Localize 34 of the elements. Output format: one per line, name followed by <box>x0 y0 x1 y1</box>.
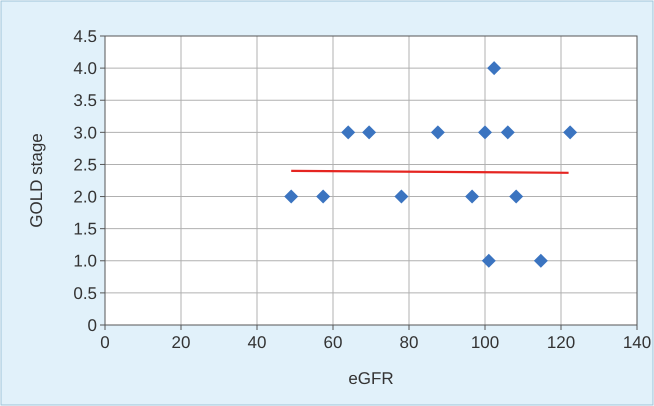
y-tick-label: 2.0 <box>73 188 97 207</box>
x-tick-label: 40 <box>248 333 266 352</box>
point <box>500 125 515 140</box>
x-tick-label: 0 <box>100 333 110 352</box>
x-tick-label: 100 <box>470 333 500 352</box>
x-tick-label: 80 <box>400 333 418 352</box>
point <box>316 190 330 204</box>
y-tick-label: 0 <box>88 316 97 335</box>
y-axis-title: GOLD stage <box>27 133 46 228</box>
y-tick-label: 1.0 <box>73 252 97 271</box>
y-tick-label: 0.5 <box>73 284 97 303</box>
y-tick-label: 3.5 <box>73 91 97 110</box>
point <box>509 190 524 204</box>
y-tick-label: 4.5 <box>73 26 97 46</box>
point <box>563 125 578 140</box>
point <box>487 61 502 76</box>
point <box>478 125 492 140</box>
point <box>534 254 548 268</box>
y-tick-label: 1.5 <box>73 220 97 239</box>
point <box>430 125 445 140</box>
y-tick-label: 3.0 <box>73 123 97 142</box>
x-tick-label: 20 <box>172 333 190 352</box>
point <box>284 190 298 204</box>
x-tick-label: 120 <box>546 333 576 352</box>
point <box>465 190 480 204</box>
x-axis-title: eGFR <box>348 369 394 388</box>
point <box>394 190 408 204</box>
point <box>482 254 496 268</box>
point <box>362 125 376 140</box>
y-tick-label: 2.5 <box>73 155 97 174</box>
x-tick-label: 60 <box>324 333 342 352</box>
y-tick-label: 4.0 <box>73 59 97 78</box>
point <box>341 125 356 140</box>
x-tick-label: 140 <box>622 333 652 352</box>
